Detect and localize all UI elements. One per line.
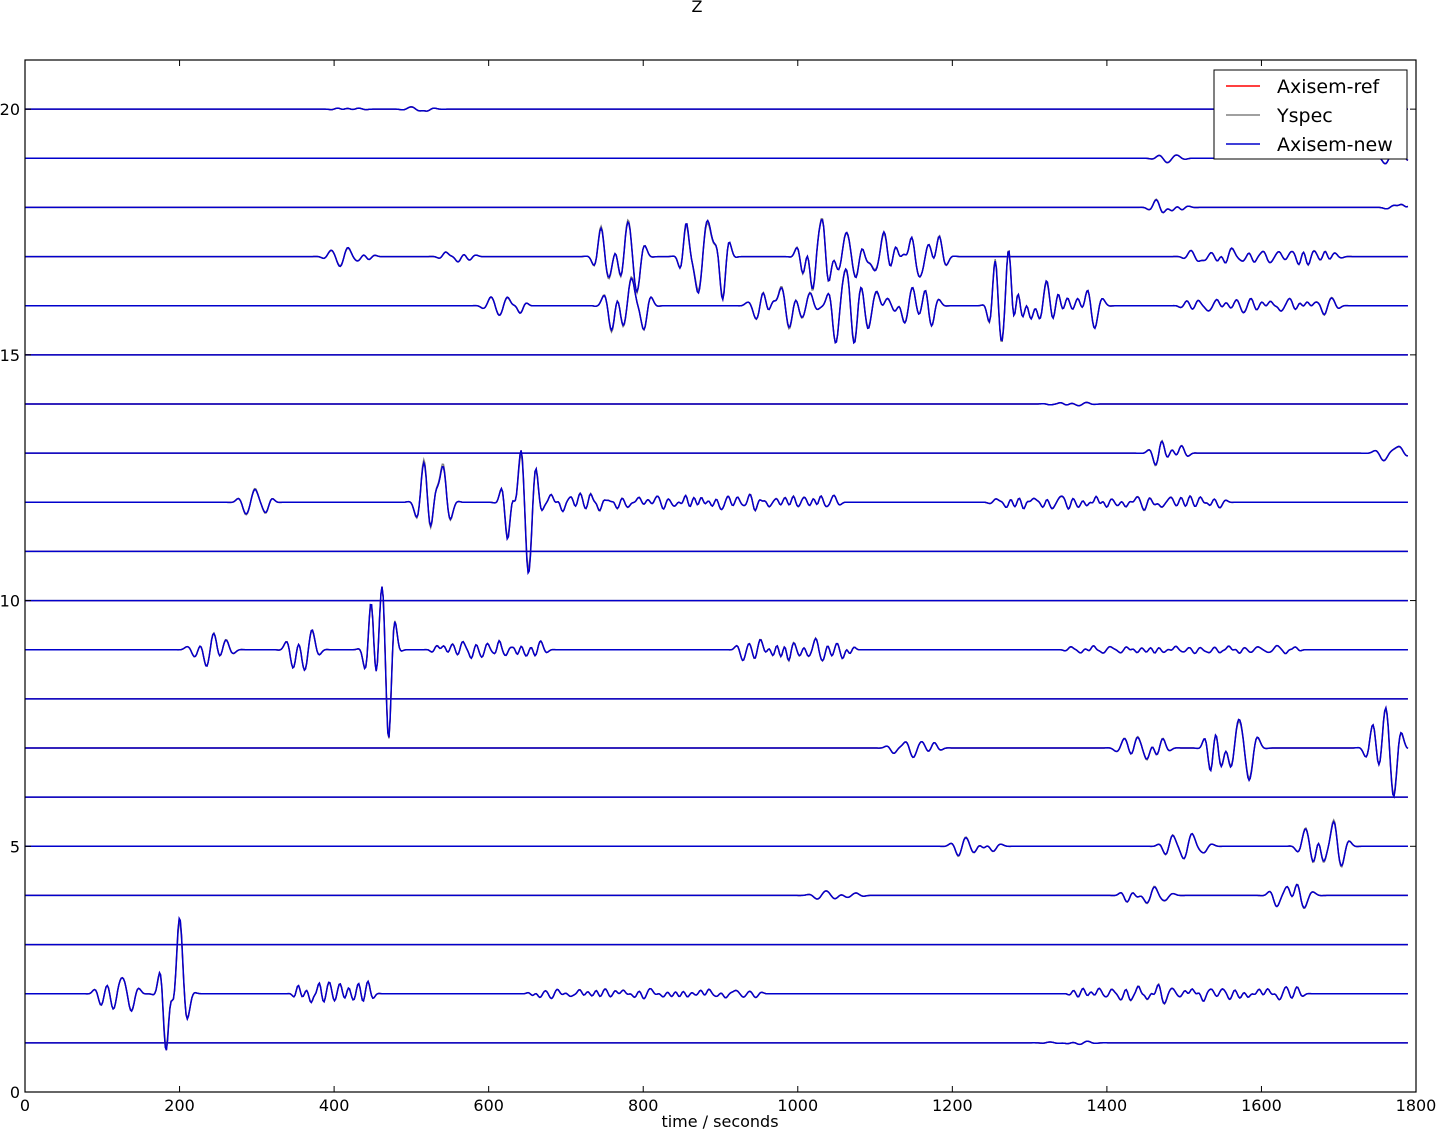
x-axis: 0 200 400 600 800 1000 1200 1400 1600 1800	[20, 60, 1436, 1115]
legend-label: Yspec	[1276, 105, 1333, 127]
traces-layer	[25, 105, 1409, 1051]
y-tick-label: 15	[0, 346, 20, 365]
chart-title: Z	[692, 0, 703, 16]
x-tick-label: 1800	[1396, 1096, 1437, 1115]
axisem-ref-line	[25, 219, 1408, 302]
x-tick-label: 600	[473, 1096, 504, 1115]
x-tick-label: 1600	[1241, 1096, 1282, 1115]
trace-2	[25, 916, 1408, 1051]
yspec-line	[25, 217, 1408, 300]
legend: Axisem-ref Yspec Axisem-new	[1213, 69, 1408, 160]
axisem-new-line	[25, 883, 1408, 909]
trace-4	[25, 883, 1408, 910]
axisem-ref-line	[25, 450, 1408, 575]
y-tick-label: 20	[0, 100, 20, 119]
axisem-ref-line	[25, 250, 1408, 345]
axisem-new-line	[25, 401, 1408, 407]
y-tick-label: 5	[10, 837, 20, 856]
axisem-ref-line	[25, 820, 1408, 867]
trace-12	[25, 450, 1408, 576]
axisem-new-line	[25, 1040, 1408, 1046]
x-tick-label: 1000	[777, 1096, 818, 1115]
trace-5	[25, 818, 1408, 868]
trace-20	[25, 105, 1408, 112]
yspec-line	[25, 706, 1409, 796]
y-tick-label: 10	[0, 592, 20, 611]
axisem-new-line	[25, 450, 1408, 576]
axisem-new-line	[25, 219, 1408, 303]
legend-label: Axisem-ref	[1277, 76, 1381, 98]
trace-13	[25, 439, 1408, 467]
axisem-ref-line	[25, 916, 1408, 1051]
yspec-line	[25, 454, 1408, 570]
trace-7	[25, 705, 1409, 799]
yspec-line	[25, 198, 1409, 214]
trace-14	[25, 401, 1408, 407]
axisem-new-line	[25, 198, 1409, 214]
trace-9	[25, 586, 1408, 739]
axisem-new-line	[25, 705, 1409, 799]
y-axis: 0 5 10 15 20	[0, 100, 1416, 1102]
y-tick-label: 0	[10, 1083, 20, 1102]
x-tick-label: 0	[20, 1096, 30, 1115]
yspec-line	[25, 250, 1408, 344]
legend-label: Axisem-new	[1277, 134, 1393, 156]
trace-19	[25, 152, 1409, 165]
trace-18	[25, 198, 1409, 214]
axisem-ref-line	[25, 198, 1409, 214]
axisem-ref-line	[25, 705, 1409, 799]
axisem-new-line	[25, 106, 1408, 112]
yspec-line	[25, 818, 1408, 868]
axisem-new-line	[25, 820, 1408, 867]
yspec-line	[25, 921, 1408, 1047]
x-axis-label: time / seconds	[661, 1112, 778, 1129]
x-tick-label: 200	[164, 1096, 195, 1115]
axisem-new-line	[25, 440, 1408, 466]
axisem-new-line	[25, 250, 1408, 345]
axisem-new-line	[25, 152, 1409, 165]
axisem-ref-line	[25, 586, 1408, 738]
x-tick-label: 1400	[1087, 1096, 1128, 1115]
yspec-line	[25, 883, 1408, 910]
yspec-line	[25, 586, 1408, 739]
trace-16	[25, 250, 1408, 345]
trace-1	[25, 1040, 1408, 1046]
x-tick-label: 1200	[932, 1096, 973, 1115]
plot-frame	[24, 59, 1417, 1093]
axisem-new-line	[25, 916, 1408, 1051]
x-tick-label: 400	[319, 1096, 350, 1115]
trace-17	[25, 217, 1408, 303]
axisem-new-line	[25, 586, 1408, 738]
x-tick-label: 800	[628, 1096, 659, 1115]
